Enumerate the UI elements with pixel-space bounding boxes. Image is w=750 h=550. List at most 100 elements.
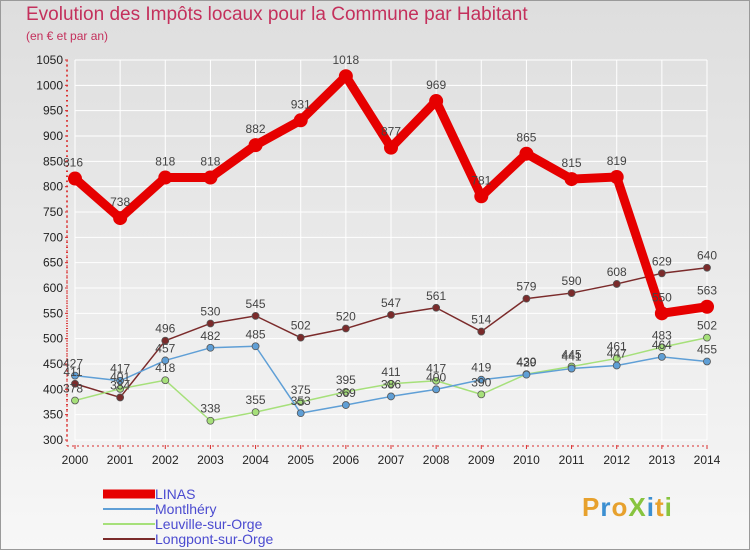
data-point xyxy=(206,416,215,425)
data-label: 419 xyxy=(471,361,491,375)
data-point xyxy=(522,294,531,303)
legend-label: LINAS xyxy=(155,486,195,502)
y-tick-label: 900 xyxy=(43,129,63,143)
x-tick-label: 2003 xyxy=(197,453,224,467)
data-point xyxy=(700,299,714,314)
data-label: 514 xyxy=(471,313,491,327)
data-point xyxy=(432,385,441,394)
data-point xyxy=(161,376,170,385)
data-label: 401 xyxy=(110,370,130,384)
data-label: 816 xyxy=(63,156,83,170)
x-tick-label: 2002 xyxy=(152,453,179,467)
data-label: 395 xyxy=(336,373,356,387)
data-point xyxy=(519,146,534,161)
data-label: 579 xyxy=(516,280,536,294)
data-point xyxy=(477,390,486,399)
data-label: 429 xyxy=(516,356,536,370)
data-point xyxy=(251,311,260,320)
data-label: 818 xyxy=(155,155,175,169)
data-point xyxy=(612,361,621,370)
data-label: 502 xyxy=(291,319,311,333)
y-tick-label: 650 xyxy=(43,256,63,270)
data-point xyxy=(71,371,79,380)
data-point xyxy=(206,319,215,328)
legend: LINASMontlhéryLeuville-sur-OrgeLongpont-… xyxy=(103,486,274,547)
x-tick-label: 2010 xyxy=(513,453,540,467)
logo-letter: o xyxy=(611,492,629,522)
data-label: 1018 xyxy=(333,53,360,67)
data-label: 547 xyxy=(381,296,401,310)
data-point xyxy=(564,172,579,187)
data-label: 390 xyxy=(471,375,491,389)
data-point xyxy=(293,113,308,128)
data-point xyxy=(477,327,486,336)
data-point xyxy=(68,171,82,186)
data-label: 629 xyxy=(652,254,672,268)
axes: 300 350 400 450 500 550 600 650 700 750 800 850 900 9… xyxy=(36,53,720,467)
y-tick-label: 550 xyxy=(43,306,63,320)
data-point xyxy=(657,343,666,352)
y-tick-label: 450 xyxy=(43,357,63,371)
data-label: 482 xyxy=(200,329,220,343)
logo-letter: i xyxy=(646,492,655,522)
data-label: 411 xyxy=(381,365,400,379)
data-label: 445 xyxy=(562,348,582,362)
data-label: 447 xyxy=(607,347,627,361)
data-point xyxy=(71,396,79,405)
data-label: 461 xyxy=(607,339,627,353)
data-label: 877 xyxy=(381,125,401,139)
y-tick-label: 300 xyxy=(43,433,63,447)
y-tick-label: 700 xyxy=(43,230,63,244)
data-point xyxy=(657,353,666,361)
data-point xyxy=(522,370,531,379)
data-label: 931 xyxy=(291,97,311,111)
logo-letter: r xyxy=(600,492,612,522)
data-label: 865 xyxy=(516,131,536,145)
data-point xyxy=(296,333,305,342)
data-point xyxy=(71,379,79,388)
data-point xyxy=(338,69,353,84)
y-tick-label: 800 xyxy=(43,180,63,194)
x-tick-label: 2008 xyxy=(423,453,450,467)
series-lines xyxy=(68,69,714,425)
data-label: 502 xyxy=(697,319,717,333)
y-tick-label: 1050 xyxy=(36,53,63,67)
data-point xyxy=(703,263,711,272)
y-tick-label: 400 xyxy=(43,382,63,396)
logo-letter: X xyxy=(628,492,647,522)
data-label: 355 xyxy=(246,393,266,407)
data-point xyxy=(206,343,215,352)
data-label: 375 xyxy=(291,383,311,397)
data-point xyxy=(657,269,666,278)
data-point xyxy=(474,189,489,204)
data-label: 384 xyxy=(110,378,130,392)
proxiti-logo: ProXiti xyxy=(582,492,673,523)
data-point xyxy=(612,280,621,288)
data-label: 418 xyxy=(155,361,175,375)
data-label: 545 xyxy=(246,297,266,311)
data-point xyxy=(113,211,128,226)
chart-title: Evolution des Impôts locaux pour la Comm… xyxy=(26,4,528,25)
x-tick-label: 2006 xyxy=(333,453,360,467)
data-point xyxy=(341,324,350,333)
data-label: 818 xyxy=(200,155,220,169)
data-label: 550 xyxy=(652,290,672,304)
data-label: 530 xyxy=(200,304,220,318)
data-point xyxy=(432,303,441,312)
data-label: 561 xyxy=(426,289,446,303)
data-point xyxy=(161,356,170,365)
data-label: 464 xyxy=(652,338,672,352)
data-label: 338 xyxy=(200,402,220,416)
data-label: 441 xyxy=(562,350,582,364)
data-point xyxy=(567,289,576,297)
data-label: 483 xyxy=(652,328,672,342)
chart-subtitle: (en € et par an) xyxy=(26,29,109,43)
data-label: 417 xyxy=(426,362,446,376)
data-point xyxy=(203,170,218,185)
y-tick-label: 850 xyxy=(43,154,63,168)
data-label: 815 xyxy=(562,156,582,170)
x-tick-label: 2011 xyxy=(559,453,585,467)
data-label: 738 xyxy=(110,195,130,209)
legend-label: Longpont-sur-Orge xyxy=(155,531,274,547)
data-label: 608 xyxy=(607,265,627,279)
